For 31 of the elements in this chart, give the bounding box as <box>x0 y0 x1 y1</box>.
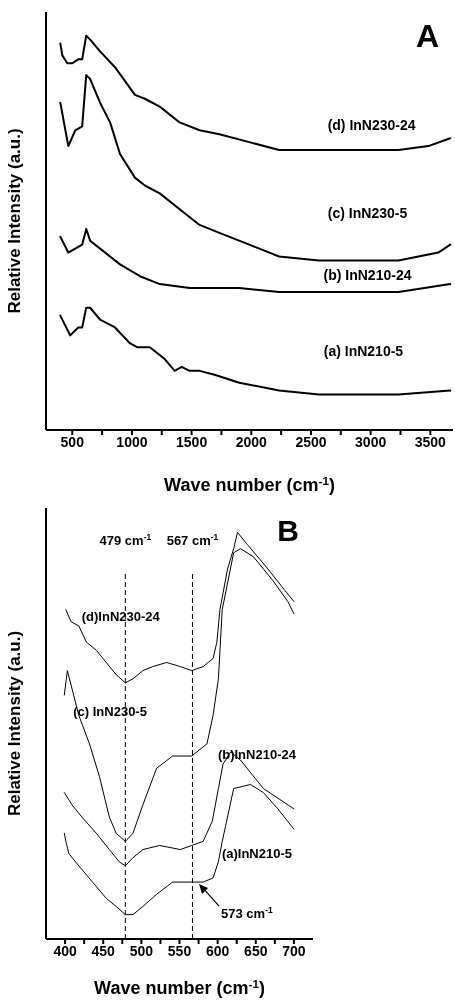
x-tick-label: 700 <box>282 942 306 959</box>
x-tick-label: 2500 <box>295 433 327 450</box>
x-tick-label: 400 <box>53 942 77 959</box>
text: (c) InN230-5 <box>327 204 408 221</box>
series-label: (b)InN210-24 <box>217 746 296 762</box>
text: (a) InN210-5 <box>323 342 404 359</box>
annotation: 573 cm$^{-1}$ <box>221 905 273 922</box>
series-label: (b) InN210-24 <box>323 267 412 284</box>
x-tick-label: 1500 <box>176 433 208 450</box>
x-tick-label: 600 <box>205 942 230 959</box>
x-axis-title: Wave number (cm$^{-1}$) <box>164 473 335 495</box>
x-tick-label: 1000 <box>116 433 148 450</box>
x-axis-title: Wave number (cm$^{-1}$) <box>94 976 265 998</box>
x-tick-label: 500 <box>129 942 154 959</box>
x-tick-label: 3500 <box>414 433 447 450</box>
annotation: A <box>415 18 439 54</box>
x-tick-label: 550 <box>167 942 192 959</box>
series-label: (d) InN230-24 <box>327 116 416 133</box>
annotation: B <box>277 514 299 547</box>
x-tick-label: 3000 <box>355 433 387 450</box>
series-label: (a)InN210-5 <box>221 845 292 861</box>
series-label: (d)InN230-24 <box>81 608 160 624</box>
x-tick-label: 650 <box>244 942 268 959</box>
ref-line-label: 479 cm$^{-1}$ <box>99 531 152 548</box>
y-axis-title: Relative Intensity (a.u.) <box>4 128 24 314</box>
x-tick-label: 2000 <box>235 433 268 450</box>
ref-line-label: 567 cm$^{-1}$ <box>166 531 219 548</box>
y-axis-title: Relative Intensity (a.u.) <box>4 630 24 817</box>
x-tick-label: 500 <box>60 433 85 450</box>
x-tick-label: 450 <box>91 942 116 959</box>
series-label: (c) InN230-5 <box>73 703 147 719</box>
